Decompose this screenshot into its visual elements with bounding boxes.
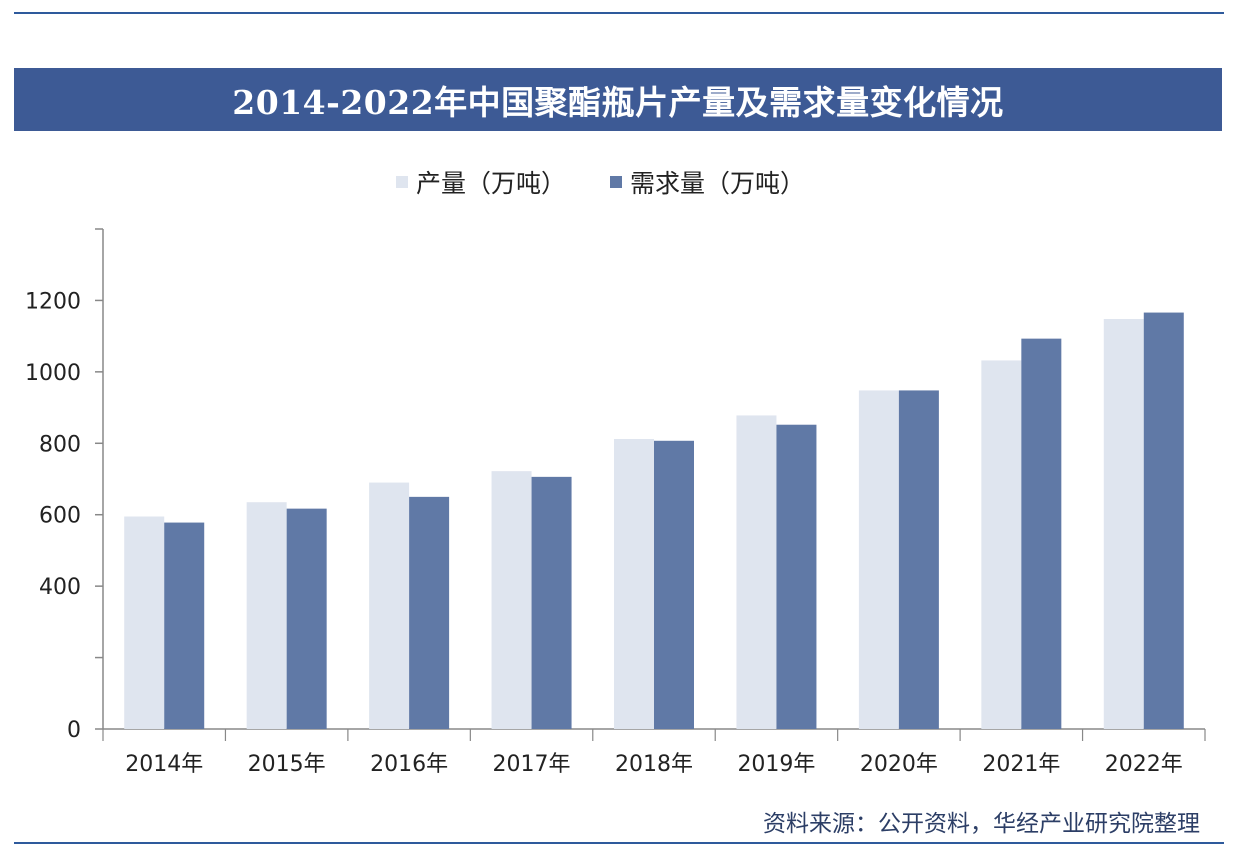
bar-demand: [776, 424, 817, 729]
legend-label-production: 产量（万吨）: [416, 169, 567, 198]
bar-production: [246, 502, 287, 729]
x-tick-label: 2015年: [248, 752, 326, 777]
bar-production: [736, 415, 777, 729]
x-tick-label: 2014年: [125, 752, 203, 777]
source-note: 资料来源：公开资料，华经产业研究院整理: [763, 811, 1200, 837]
title-bar: 2014-2022年中国聚酯瓶片产量及需求量变化情况: [14, 68, 1222, 131]
bar-demand: [1021, 338, 1062, 729]
x-tick-label: 2016年: [370, 752, 448, 777]
x-tick-label: 2021年: [982, 752, 1060, 777]
y-tick-label: 400: [39, 575, 81, 600]
legend-item-demand: 需求量（万吨）: [610, 164, 805, 200]
x-tick-label: 2019年: [737, 752, 815, 777]
bar-production: [858, 390, 899, 729]
bar-demand: [531, 476, 572, 729]
y-tick-label: 800: [39, 432, 81, 457]
bar-production: [1103, 319, 1144, 729]
x-tick-label: 2017年: [493, 752, 571, 777]
chart-legend: 产量（万吨） 需求量（万吨）: [396, 162, 849, 202]
x-tick-label: 2022年: [1105, 752, 1183, 777]
bar-production: [369, 482, 410, 729]
bar-demand: [409, 496, 450, 729]
y-tick-label: 0: [67, 718, 81, 743]
y-tick-label: 600: [39, 504, 81, 529]
bar-demand: [164, 522, 205, 729]
bar-demand: [654, 440, 694, 729]
x-tick-label: 2018年: [615, 752, 693, 777]
bar-demand: [286, 508, 327, 729]
bar-production: [981, 360, 1022, 729]
legend-item-production: 产量（万吨）: [396, 164, 566, 200]
legend-label-demand: 需求量（万吨）: [630, 169, 806, 198]
bar-production: [491, 471, 532, 729]
legend-swatch-demand: [610, 176, 623, 188]
legend-swatch-production: [396, 176, 408, 188]
chart-title: 2014-2022年中国聚酯瓶片产量及需求量变化情况: [232, 82, 1004, 122]
bar-demand: [1143, 312, 1184, 729]
bar-production: [124, 516, 165, 729]
bar-production: [614, 439, 654, 729]
y-tick-label: 1000: [25, 361, 81, 386]
bottom-rule: [14, 842, 1224, 844]
y-tick-label: 1200: [25, 289, 81, 314]
x-tick-label: 2020年: [860, 752, 938, 777]
top-rule: [14, 12, 1224, 14]
bar-demand: [898, 390, 939, 729]
